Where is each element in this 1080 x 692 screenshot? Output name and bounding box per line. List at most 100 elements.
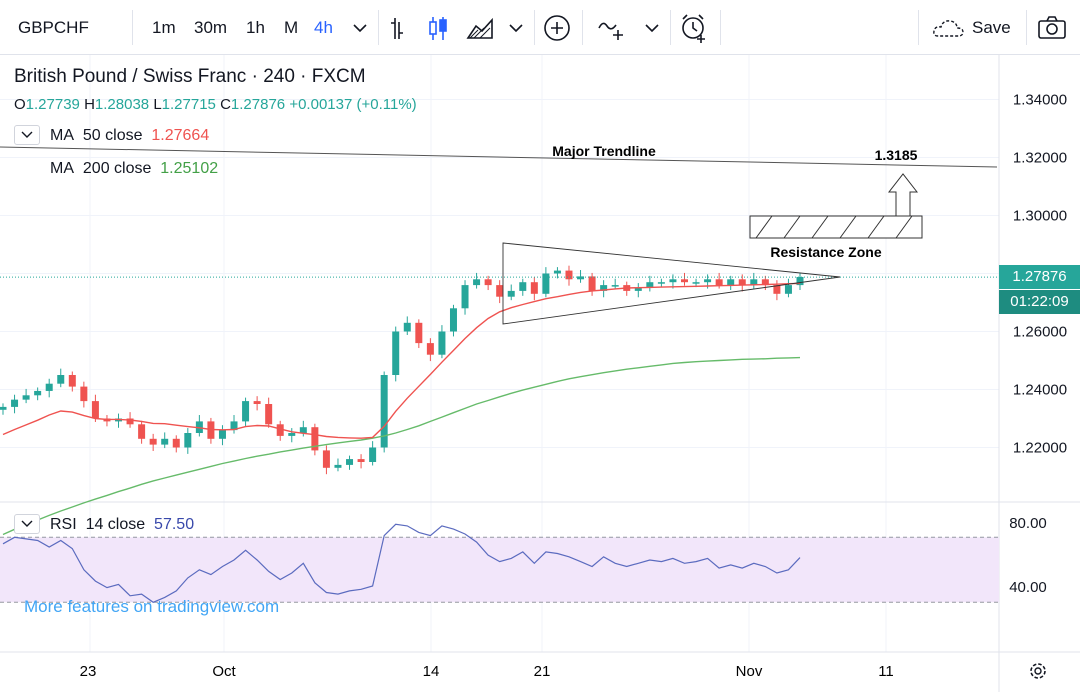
countdown-tag: 01:22:09 bbox=[999, 290, 1080, 314]
rsi-line[interactable] bbox=[2, 523, 801, 603]
candle bbox=[138, 420, 146, 444]
candle bbox=[68, 371, 76, 392]
price-axis[interactable]: 1.34000 1.32000 1.30000 1.26000 1.24000 1.220… bbox=[1013, 92, 1067, 457]
chevron-down-icon[interactable] bbox=[344, 12, 376, 44]
collapse-legend-button[interactable] bbox=[14, 125, 40, 145]
candle bbox=[346, 455, 354, 470]
candle bbox=[565, 265, 573, 286]
candle bbox=[449, 304, 457, 337]
collapse-rsi-button[interactable] bbox=[14, 514, 40, 534]
candle bbox=[542, 267, 550, 298]
add-indicator-icon[interactable] bbox=[541, 12, 573, 44]
chart-canvas[interactable]: Major Trendline 1.3185 Resistance Zone 1… bbox=[0, 55, 1080, 692]
candle bbox=[311, 423, 319, 456]
candle bbox=[334, 458, 342, 472]
candle bbox=[577, 270, 585, 283]
area-chart-icon[interactable] bbox=[464, 12, 496, 44]
candle bbox=[369, 441, 377, 466]
ma50-legend[interactable]: MA 50 close 1.27664 bbox=[50, 127, 209, 145]
toolbar-divider bbox=[670, 10, 671, 45]
candle bbox=[507, 284, 515, 301]
camera-icon[interactable] bbox=[1036, 12, 1068, 44]
candle bbox=[80, 381, 88, 408]
candle bbox=[265, 397, 273, 428]
rsi-params: 14 close bbox=[85, 516, 146, 533]
time-label-21: 21 bbox=[534, 663, 551, 680]
save-button[interactable]: Save bbox=[972, 18, 1011, 37]
settings-gear-icon[interactable] bbox=[1030, 663, 1046, 679]
interval-1h[interactable]: 1h bbox=[246, 18, 265, 37]
interval-1m[interactable]: 1m bbox=[152, 18, 176, 37]
candle bbox=[288, 428, 296, 443]
low-label: L bbox=[153, 96, 162, 113]
candles-icon[interactable] bbox=[422, 12, 454, 44]
candle bbox=[727, 275, 735, 291]
bar-chart-icon[interactable] bbox=[384, 12, 416, 44]
candle bbox=[34, 387, 42, 401]
alarm-clock-icon[interactable] bbox=[678, 12, 710, 44]
time-label-11: 11 bbox=[878, 663, 894, 680]
chevron-down-icon[interactable] bbox=[636, 12, 668, 44]
cloud-icon[interactable] bbox=[932, 12, 964, 44]
low-value: 1.27715 bbox=[161, 96, 216, 113]
candle bbox=[600, 280, 608, 298]
toolbar-divider bbox=[582, 10, 583, 45]
candle bbox=[276, 420, 284, 441]
toolbar-divider bbox=[1026, 10, 1027, 45]
candle bbox=[484, 275, 492, 291]
candles bbox=[0, 265, 804, 475]
candle bbox=[750, 272, 758, 289]
promo-text[interactable]: More features on tradingview.com bbox=[24, 597, 279, 616]
toolbar-divider bbox=[534, 10, 535, 45]
symbol-search[interactable]: GBPCHF bbox=[18, 18, 89, 37]
resistance-label: Resistance Zone bbox=[770, 244, 881, 260]
candle bbox=[207, 417, 215, 444]
target-label: 1.3185 bbox=[875, 147, 918, 163]
toolbar-divider bbox=[720, 10, 721, 45]
resistance-zone[interactable] bbox=[749, 215, 923, 239]
major-trendline[interactable] bbox=[0, 146, 998, 168]
chevron-down-icon[interactable] bbox=[500, 12, 532, 44]
up-arrow-icon[interactable] bbox=[887, 173, 919, 217]
interval-4h[interactable]: 4h bbox=[314, 18, 333, 37]
candle bbox=[22, 388, 30, 404]
rsi-value: 57.50 bbox=[154, 516, 195, 533]
price-tick: 1.32000 bbox=[1013, 150, 1067, 167]
close-value: 1.27876 bbox=[230, 96, 286, 113]
top-toolbar: GBPCHF 1m 30m 1h M 4h Save bbox=[0, 0, 1080, 55]
compare-icon[interactable] bbox=[596, 12, 628, 44]
rsi-legend[interactable]: RSI 14 close 57.50 bbox=[50, 516, 194, 534]
symmetrical-triangle[interactable] bbox=[502, 242, 841, 325]
high-value: 1.28038 bbox=[94, 96, 150, 113]
candle bbox=[646, 275, 654, 292]
open-value: 1.27739 bbox=[25, 96, 80, 113]
interval-month[interactable]: M bbox=[284, 18, 299, 37]
time-label-14: 14 bbox=[423, 663, 440, 680]
time-label-23: 23 bbox=[80, 663, 97, 680]
ma200-line[interactable] bbox=[2, 356, 801, 536]
candle bbox=[253, 396, 261, 411]
toolbar-divider bbox=[378, 10, 379, 45]
candle bbox=[403, 316, 411, 335]
chevron-down-icon bbox=[21, 131, 33, 138]
candle bbox=[473, 272, 481, 289]
ma200-label: MA bbox=[50, 160, 74, 177]
ma200-value: 1.25102 bbox=[160, 160, 219, 177]
price-tick: 1.22000 bbox=[1013, 440, 1067, 457]
candle bbox=[161, 432, 169, 449]
ma50-line[interactable] bbox=[2, 282, 801, 439]
candle bbox=[415, 319, 423, 349]
candle bbox=[784, 278, 792, 298]
candle bbox=[230, 415, 238, 434]
time-label-nov: Nov bbox=[736, 663, 763, 680]
ma50-label: MA bbox=[50, 127, 74, 144]
interval-30m[interactable]: 30m bbox=[194, 18, 228, 37]
rsi-band bbox=[0, 537, 999, 603]
candle bbox=[357, 454, 365, 469]
ohlc-row: O1.27739 H1.28038 L1.27715 C1.27876 +0.0… bbox=[14, 96, 417, 113]
candle bbox=[461, 280, 469, 315]
candle bbox=[519, 278, 527, 296]
rsi-tick-40: 40.00 bbox=[1009, 579, 1047, 596]
candle bbox=[184, 428, 192, 454]
ma200-legend[interactable]: MA 200 close 1.25102 bbox=[50, 160, 218, 178]
